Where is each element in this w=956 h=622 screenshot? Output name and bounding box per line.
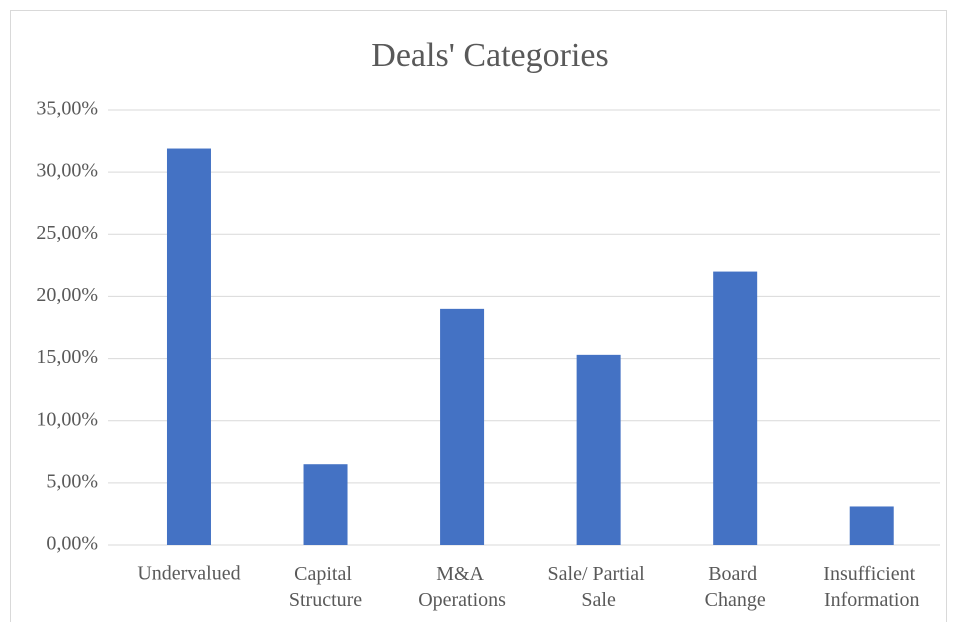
x-tick-label: Capital Structure (289, 563, 362, 611)
x-tick-label: Insufficient Information (823, 563, 920, 611)
bar (713, 271, 758, 545)
y-tick-label: 20,00% (36, 284, 98, 306)
y-tick-label: 10,00% (36, 408, 98, 430)
y-tick-label: 35,00% (36, 98, 98, 120)
x-tick-label: Sale/ Partial Sale (548, 563, 650, 611)
bar (849, 506, 894, 545)
chart-title: Deals' Categories (371, 37, 608, 74)
y-tick-label: 5,00% (46, 470, 98, 492)
bar (303, 464, 348, 545)
x-tick-label: Undervalued (137, 563, 240, 585)
bar (440, 308, 485, 545)
bar (166, 148, 211, 545)
y-tick-label: 15,00% (36, 346, 98, 368)
y-tick-label: 25,00% (36, 222, 98, 244)
x-tick-label: M&A Operations (418, 563, 506, 611)
y-tick-label: 0,00% (46, 533, 98, 555)
bar (576, 354, 621, 545)
x-tick-label: Board Change (705, 563, 766, 611)
y-tick-label: 30,00% (36, 160, 98, 182)
